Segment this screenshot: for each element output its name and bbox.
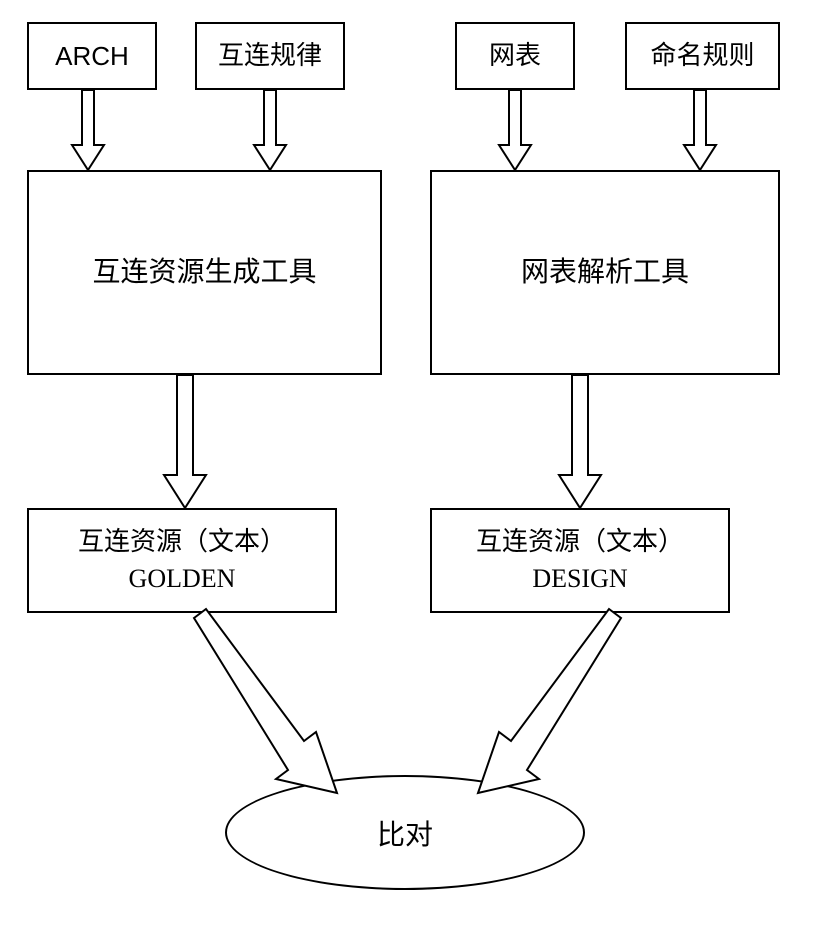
diagram-canvas: ARCH 互连规律 网表 命名规则 互连资源生成工具 网表解析工具 互连资源（文… bbox=[0, 0, 825, 929]
arrow-parsetool-to-design bbox=[555, 375, 605, 510]
node-design-label: 互连资源（文本） DESIGN bbox=[476, 524, 684, 597]
node-parse-tool-label: 网表解析工具 bbox=[521, 253, 689, 292]
node-netlist-label: 网表 bbox=[489, 38, 541, 74]
node-netlist: 网表 bbox=[455, 22, 575, 90]
node-name-rule-label: 命名规则 bbox=[650, 38, 754, 74]
arrow-golden-to-compare bbox=[180, 613, 360, 808]
node-golden: 互连资源（文本） GOLDEN bbox=[27, 508, 337, 613]
arrow-gentool-to-golden bbox=[160, 375, 210, 510]
arrow-namerule-to-parsetool bbox=[680, 90, 720, 172]
node-golden-label: 互连资源（文本） GOLDEN bbox=[78, 524, 286, 597]
arrow-netlist-to-parsetool bbox=[495, 90, 535, 172]
node-gen-tool: 互连资源生成工具 bbox=[27, 170, 382, 375]
node-gen-tool-label: 互连资源生成工具 bbox=[92, 253, 316, 292]
node-compare-label: 比对 bbox=[377, 813, 433, 853]
node-name-rule: 命名规则 bbox=[625, 22, 780, 90]
node-arch: ARCH bbox=[27, 22, 157, 90]
arrow-interrule-to-gentool bbox=[250, 90, 290, 172]
node-parse-tool: 网表解析工具 bbox=[430, 170, 780, 375]
node-arch-label: ARCH bbox=[55, 38, 129, 74]
node-inter-rule: 互连规律 bbox=[195, 22, 345, 90]
arrow-design-to-compare bbox=[455, 613, 635, 808]
arrow-arch-to-gentool bbox=[68, 90, 108, 172]
node-design: 互连资源（文本） DESIGN bbox=[430, 508, 730, 613]
node-inter-rule-label: 互连规律 bbox=[218, 38, 322, 74]
